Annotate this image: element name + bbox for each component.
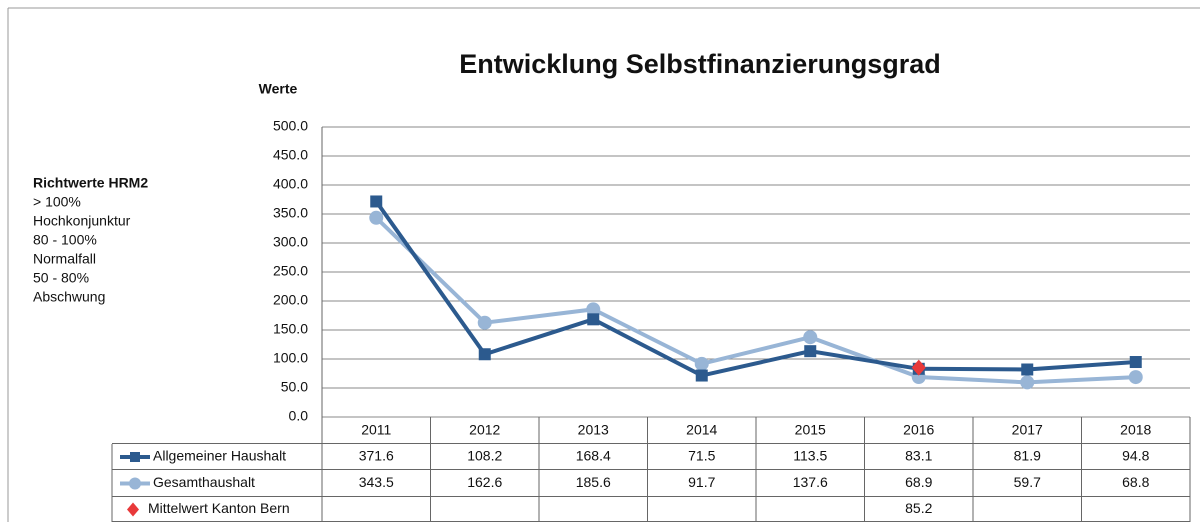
table-value: 71.5 (688, 448, 715, 464)
marker (804, 345, 817, 358)
y-tick-label: 150.0 (273, 321, 308, 337)
table-value: 85.2 (905, 500, 932, 516)
note-line: 80 - 100% (33, 232, 97, 248)
x-tick-label: 2014 (686, 422, 717, 438)
marker (586, 302, 601, 317)
table-value: 162.6 (467, 474, 502, 490)
y-tick-label: 250.0 (273, 263, 308, 279)
series-line (374, 216, 1136, 385)
y-tick-label: 350.0 (273, 205, 308, 221)
marker (803, 330, 818, 345)
y-tick-label: 300.0 (273, 234, 308, 250)
note-line: 50 - 80% (33, 270, 89, 286)
legend-label: Allgemeiner Haushalt (153, 448, 286, 464)
y-tick-label: 500.0 (273, 118, 308, 134)
marker (1128, 370, 1143, 385)
y-tick-label: 400.0 (273, 176, 308, 192)
note-line: Normalfall (33, 251, 96, 267)
legend-label: Mittelwert Kanton Bern (148, 500, 290, 516)
marker (587, 313, 600, 326)
marker (369, 210, 384, 225)
table-value: 81.9 (1014, 448, 1041, 464)
marker (477, 315, 492, 330)
marker (911, 359, 926, 376)
marker (1129, 356, 1142, 369)
note-title: Richtwerte HRM2 (33, 175, 148, 191)
y-tick-label: 100.0 (273, 350, 308, 366)
table-value: 168.4 (576, 448, 611, 464)
y-tick-label: 50.0 (281, 379, 308, 395)
x-tick-label: 2012 (469, 422, 500, 438)
table-value: 68.8 (1122, 474, 1149, 490)
y-axis-label: Werte (259, 81, 298, 97)
legend-marker (130, 452, 140, 462)
marker (695, 369, 708, 382)
note-line: Hochkonjunktur (33, 213, 131, 229)
note-line: Abschwung (33, 289, 105, 305)
marker (478, 348, 491, 361)
legend-label: Gesamthaushalt (153, 474, 255, 490)
y-tick-label: 200.0 (273, 292, 308, 308)
table-value: 59.7 (1014, 474, 1041, 490)
marker (370, 195, 383, 208)
table-value: 68.9 (905, 474, 932, 490)
table-value: 91.7 (688, 474, 715, 490)
marker (1021, 363, 1034, 376)
marker (1020, 375, 1035, 390)
marker (694, 356, 709, 371)
table-value: 108.2 (467, 448, 502, 464)
y-tick-label: 0.0 (289, 408, 309, 424)
x-tick-label: 2013 (578, 422, 609, 438)
series-line (374, 200, 1136, 378)
chart-title: Entwicklung Selbstfinanzierungsgrad (459, 49, 941, 79)
table-value: 94.8 (1122, 448, 1149, 464)
x-tick-label: 2018 (1120, 422, 1151, 438)
table-value: 185.6 (576, 474, 611, 490)
note-line: > 100% (33, 194, 81, 210)
table-value: 343.5 (359, 474, 394, 490)
table-value: 137.6 (793, 474, 828, 490)
table-value: 371.6 (359, 448, 394, 464)
table-value: 83.1 (905, 448, 932, 464)
x-tick-label: 2015 (795, 422, 826, 438)
legend-marker (129, 477, 141, 490)
table-value: 113.5 (793, 448, 827, 464)
x-tick-label: 2017 (1012, 422, 1043, 438)
x-tick-label: 2016 (903, 422, 934, 438)
legend-marker (127, 502, 139, 517)
y-tick-label: 450.0 (273, 147, 308, 163)
x-tick-label: 2011 (361, 422, 391, 438)
